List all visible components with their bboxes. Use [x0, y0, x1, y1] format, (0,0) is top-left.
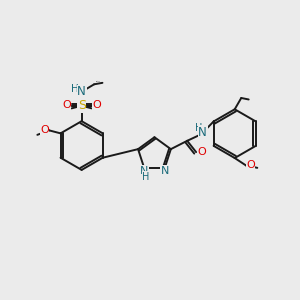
Text: O: O [40, 125, 49, 135]
Text: N: N [140, 166, 148, 176]
Text: H: H [142, 172, 149, 182]
Text: O: O [246, 160, 255, 170]
Text: N: N [77, 85, 86, 98]
Text: O: O [197, 147, 206, 157]
Text: H: H [195, 123, 202, 133]
Text: H: H [71, 84, 79, 94]
Text: O: O [62, 100, 71, 110]
Text: N: N [198, 126, 207, 139]
Text: N: N [161, 166, 170, 176]
Text: S: S [78, 99, 86, 112]
Text: O: O [92, 100, 101, 110]
Text: methyl: methyl [96, 81, 101, 82]
